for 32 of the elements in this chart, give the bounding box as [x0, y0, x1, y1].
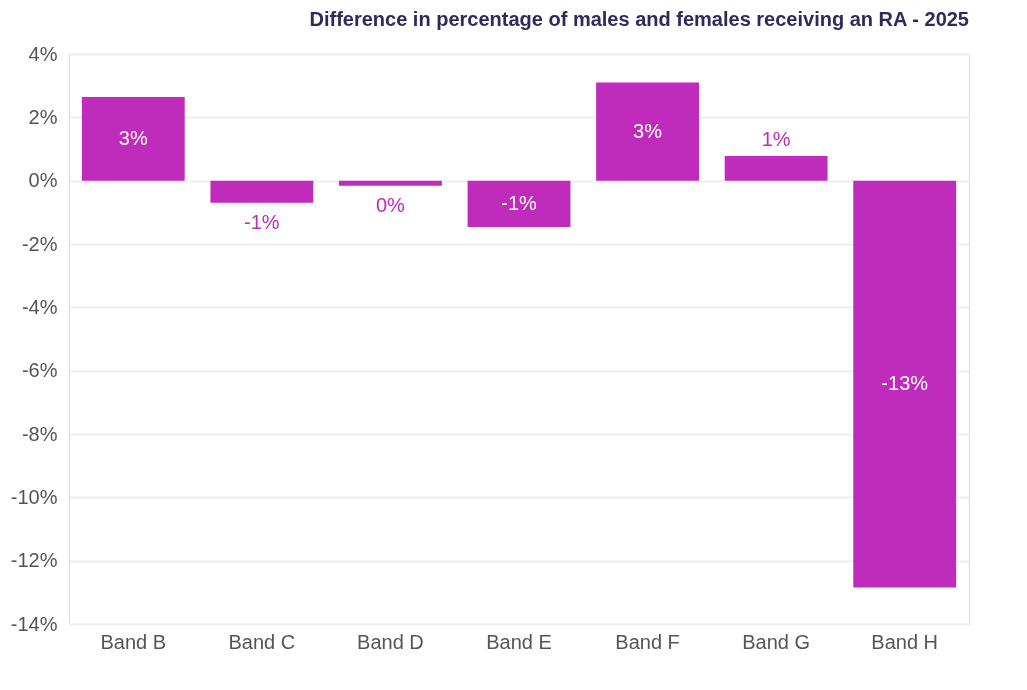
y-tick-label: 0%	[28, 169, 58, 192]
bar	[596, 82, 699, 181]
data-label: -1%	[501, 191, 537, 214]
bar	[81, 97, 185, 181]
y-tick-label: -12%	[10, 549, 58, 572]
y-tick-label: -14%	[10, 612, 58, 635]
bar	[467, 180, 571, 227]
bar	[339, 180, 442, 186]
x-tick-label: Band D	[357, 630, 424, 653]
data-label: 1%	[761, 127, 791, 150]
x-tick-label: Band H	[871, 630, 939, 653]
y-tick-label: -6%	[21, 359, 58, 382]
y-tick-label: 2%	[28, 105, 58, 128]
x-tick-label: Band C	[228, 630, 296, 653]
chart-title: Difference in percentage of males and females receiving an RA - 2025	[309, 8, 969, 30]
bar	[853, 180, 957, 588]
data-label: 3%	[118, 126, 148, 149]
x-tick-label: Band E	[486, 630, 552, 653]
data-label: -1%	[244, 210, 280, 233]
x-tick-label: Band F	[615, 630, 680, 653]
y-tick-label: -4%	[21, 295, 58, 318]
y-tick-label: -8%	[21, 422, 58, 445]
data-label: 3%	[633, 119, 663, 142]
x-tick-label: Band B	[100, 630, 167, 653]
y-tick-label: -10%	[10, 485, 58, 508]
data-label: 0%	[375, 193, 406, 216]
x-tick-label: Band G	[742, 630, 811, 653]
bar	[210, 180, 314, 203]
bar	[724, 155, 828, 181]
data-label: -13%	[881, 372, 929, 395]
y-tick-label: 4%	[28, 42, 58, 65]
y-tick-label: -2%	[21, 232, 58, 255]
